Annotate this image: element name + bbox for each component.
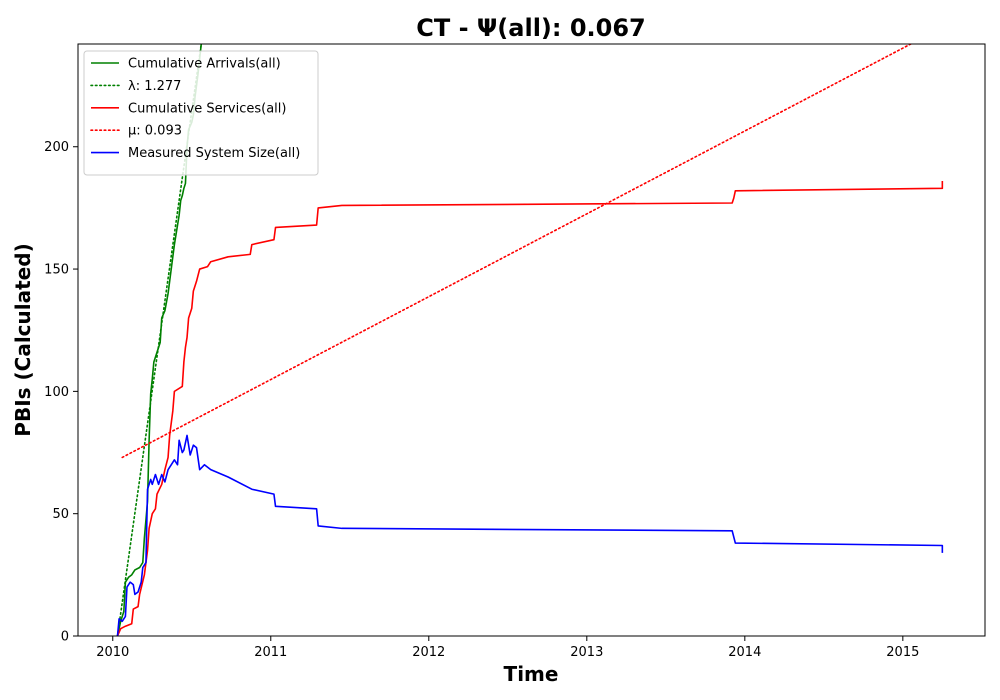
x-tick-label: 2011 <box>254 645 287 660</box>
legend-label: Cumulative Services(all) <box>128 101 286 116</box>
legend-label: Measured System Size(all) <box>128 146 300 161</box>
legend-label: μ: 0.093 <box>128 124 182 139</box>
y-axis-label: PBIs (Calculated) <box>11 243 35 436</box>
x-tick-label: 2014 <box>728 645 761 660</box>
y-tick-label: 200 <box>44 140 69 155</box>
x-axis-label: Time <box>504 662 559 686</box>
x-tick-label: 2012 <box>412 645 445 660</box>
legend-label: Cumulative Arrivals(all) <box>128 57 281 72</box>
legend-box <box>83 50 319 176</box>
y-tick-label: 50 <box>52 507 69 522</box>
legend-label: λ: 1.277 <box>128 79 181 94</box>
series-line-cumulative-services-all <box>116 180 944 636</box>
legend: Cumulative Arrivals(all) λ: 1.277 Cumulati… <box>83 50 319 176</box>
x-tick-label: 2015 <box>886 645 919 660</box>
y-tick-label: 150 <box>44 263 69 278</box>
chart-title: CT - Ψ(all): 0.067 <box>416 14 646 42</box>
y-tick-label: 0 <box>61 630 69 645</box>
series-line-measured-system-size-all <box>116 434 944 636</box>
x-tick-label: 2013 <box>570 645 603 660</box>
axes-layer: 2010 2011 2012 2013 2014 2015 0 50 100 150 200 <box>44 140 919 660</box>
x-tick-label: 2010 <box>96 645 129 660</box>
series-line-0-093 <box>121 44 912 459</box>
y-tick-label: 100 <box>44 385 69 400</box>
plot-frame <box>77 43 986 637</box>
